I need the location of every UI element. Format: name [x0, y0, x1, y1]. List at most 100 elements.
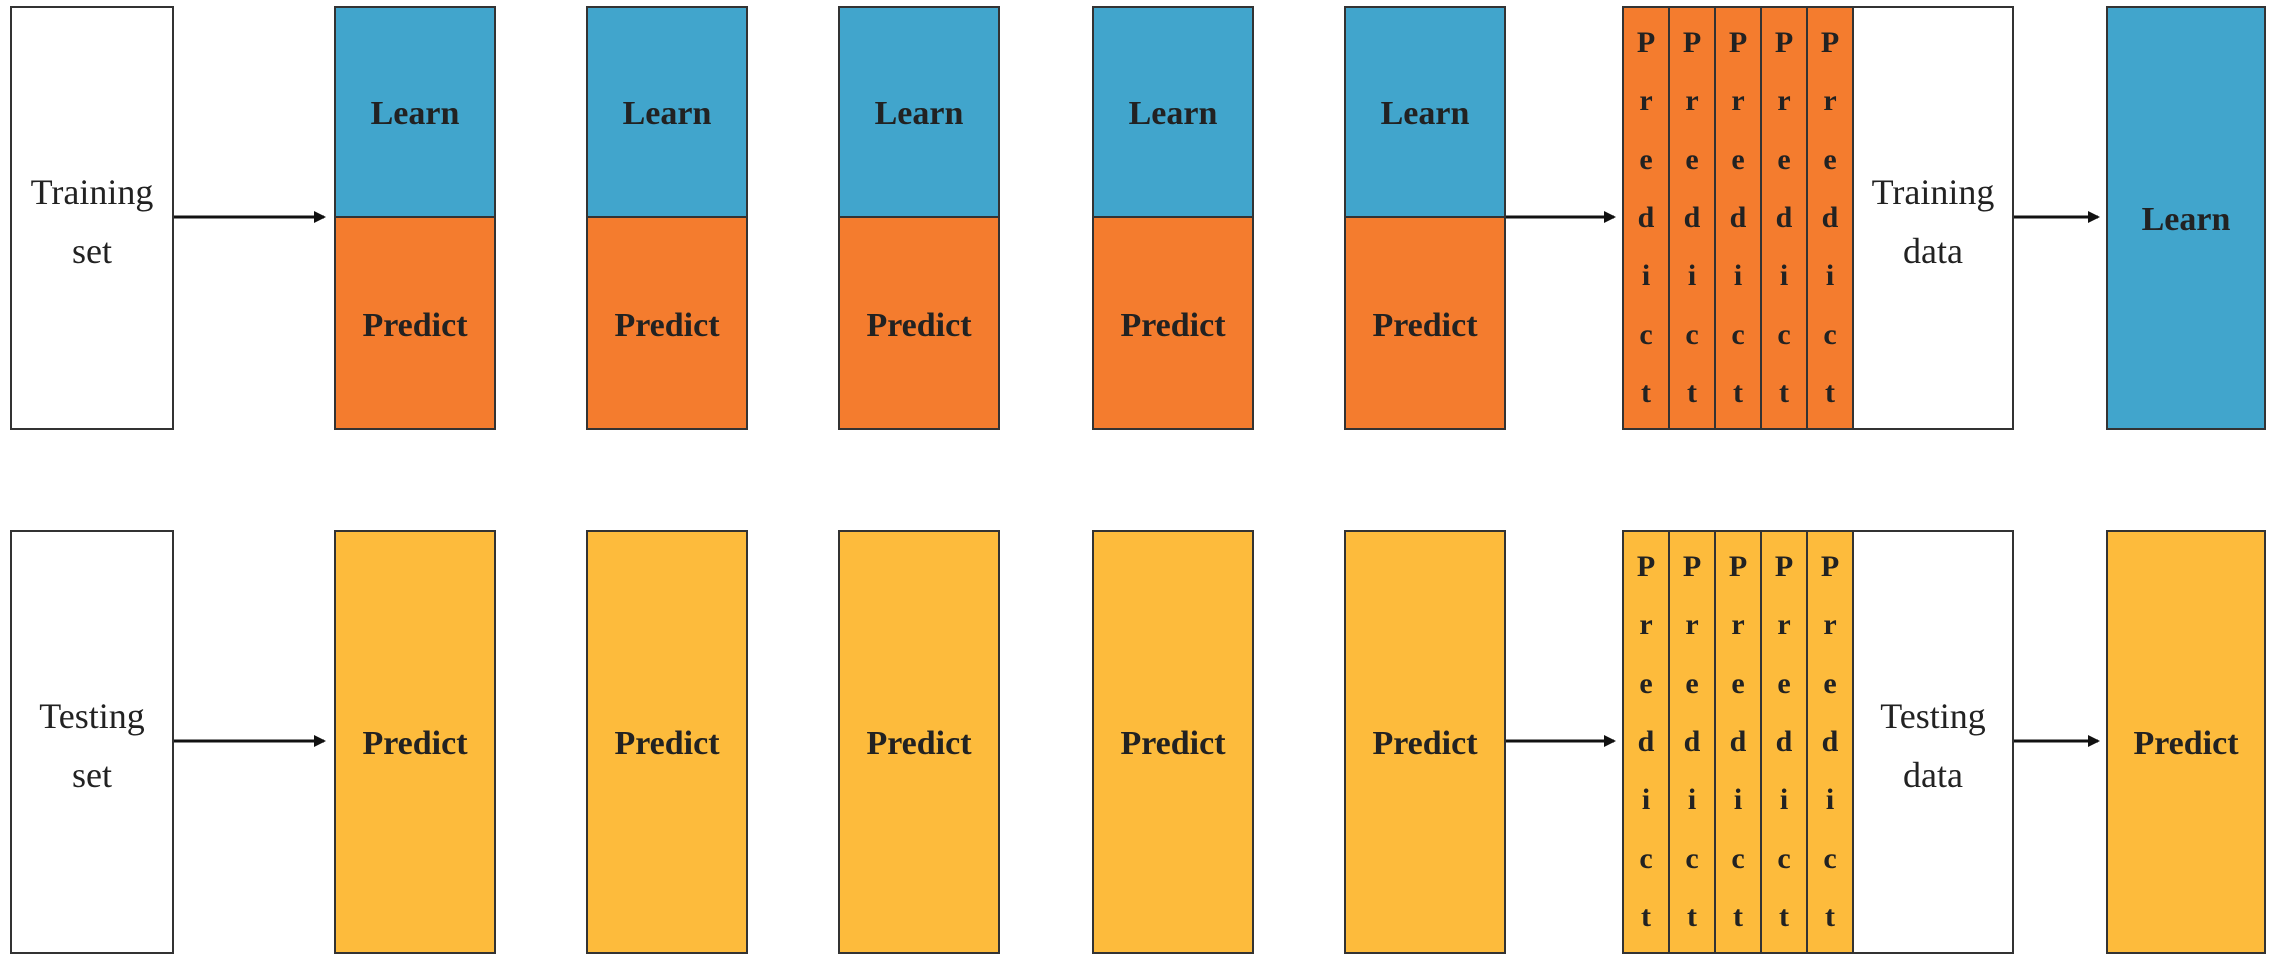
train-fold-3-predict: Predict	[838, 216, 1000, 430]
vertical-letter: P	[1636, 26, 1656, 60]
test-fold-5-label: Predict	[1372, 725, 1478, 762]
vertical-letter: c	[1639, 841, 1653, 875]
train-fold-4-learn: Learn	[1092, 6, 1254, 218]
vertical-letter: r	[1731, 608, 1745, 642]
train-fold-1-predict-label: Predict	[362, 307, 468, 344]
vertical-letter: c	[1731, 317, 1745, 351]
vertical-letter: r	[1731, 84, 1745, 118]
vertical-letter: e	[1777, 666, 1791, 700]
vertical-letter: e	[1639, 666, 1653, 700]
train-fold-1-predict: Predict	[334, 216, 496, 430]
vertical-letter: r	[1685, 608, 1699, 642]
vertical-letter: e	[1731, 666, 1745, 700]
train-fold-2: Learn Predict	[586, 6, 748, 430]
vertical-letter: t	[1687, 899, 1697, 933]
vertical-letter: e	[1685, 666, 1699, 700]
vertical-letter: i	[1733, 259, 1743, 293]
train-fold-1-learn: Learn	[334, 6, 496, 218]
vertical-letter: i	[1687, 783, 1697, 817]
vertical-letter: i	[1641, 783, 1651, 817]
vertical-letter: P	[1682, 550, 1702, 584]
vertical-letter: P	[1636, 550, 1656, 584]
vertical-letter: d	[1683, 724, 1701, 758]
test-fold-2: Predict	[586, 530, 748, 954]
vertical-letter: d	[1775, 724, 1793, 758]
test-fold-1-label: Predict	[362, 725, 468, 762]
vertical-letter: d	[1729, 724, 1747, 758]
test-fold-3-label: Predict	[866, 725, 972, 762]
vertical-letter: d	[1729, 200, 1747, 234]
train-fold-5-learn: Learn	[1344, 6, 1506, 218]
vertical-letter: c	[1823, 317, 1837, 351]
test-fold-2-label: Predict	[614, 725, 720, 762]
testing-data-label: Testing data	[1880, 696, 1986, 796]
train-final-learn-label: Learn	[2141, 201, 2231, 238]
vertical-letter: i	[1825, 259, 1835, 293]
vertical-letter: i	[1641, 259, 1651, 293]
train-fold-3-predict-label: Predict	[866, 307, 972, 344]
vertical-letter: P	[1820, 550, 1840, 584]
train-fold-4-learn-label: Learn	[1128, 95, 1218, 132]
vertical-letter: r	[1823, 84, 1837, 118]
train-final-learn: Learn	[2106, 6, 2266, 430]
vertical-letter: c	[1685, 841, 1699, 875]
vertical-letter: t	[1687, 375, 1697, 409]
vertical-letter: e	[1731, 142, 1745, 176]
vertical-letter: d	[1821, 724, 1839, 758]
train-fold-2-learn-label: Learn	[622, 95, 712, 132]
train-fold-1: Learn Predict	[334, 6, 496, 430]
vertical-letter: i	[1779, 259, 1789, 293]
train-fold-2-predict-label: Predict	[614, 307, 720, 344]
vertical-letter: t	[1733, 899, 1743, 933]
train-fold-3: Learn Predict	[838, 6, 1000, 430]
train-fold-2-learn: Learn	[586, 6, 748, 218]
vertical-letter: c	[1777, 841, 1791, 875]
testing-set-label: Testing set	[39, 696, 145, 796]
vertical-letter: P	[1728, 26, 1748, 60]
vertical-letter: d	[1637, 724, 1655, 758]
vertical-letter: c	[1731, 841, 1745, 875]
vertical-letter: r	[1639, 608, 1653, 642]
train-fold-3-learn: Learn	[838, 6, 1000, 218]
vertical-letter: t	[1825, 899, 1835, 933]
test-final-predict: Predict	[2106, 530, 2266, 954]
vertical-letter: t	[1779, 899, 1789, 933]
train-fold-1-learn-label: Learn	[370, 95, 460, 132]
train-fold-2-predict: Predict	[586, 216, 748, 430]
training-set-label: Training set	[30, 172, 154, 272]
train-fold-3-learn-label: Learn	[874, 95, 964, 132]
vertical-letter: r	[1823, 608, 1837, 642]
vertical-letter: r	[1777, 608, 1791, 642]
vertical-letter: i	[1825, 783, 1835, 817]
vertical-letter: t	[1641, 375, 1651, 409]
vertical-letter: d	[1821, 200, 1839, 234]
train-fold-5-learn-label: Learn	[1380, 95, 1470, 132]
vertical-letter: c	[1685, 317, 1699, 351]
test-fold-4: Predict	[1092, 530, 1254, 954]
vertical-letter: e	[1823, 142, 1837, 176]
train-fold-4-predict: Predict	[1092, 216, 1254, 430]
vertical-letter: r	[1639, 84, 1653, 118]
vertical-letter: P	[1774, 550, 1794, 584]
vertical-letter: P	[1728, 550, 1748, 584]
